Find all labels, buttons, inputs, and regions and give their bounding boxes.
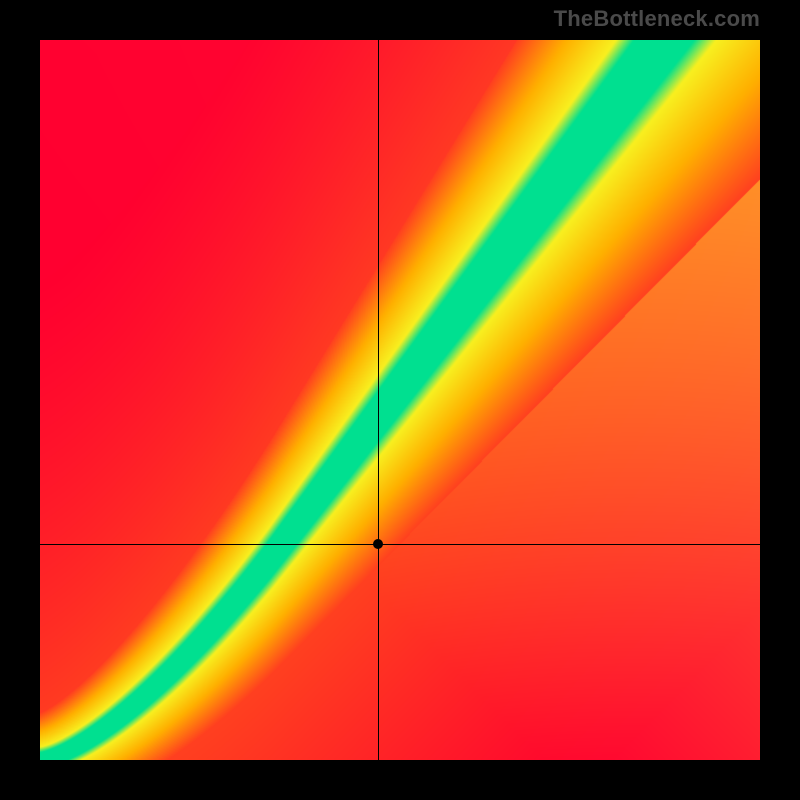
crosshair-vertical	[378, 40, 379, 760]
attribution-text: TheBottleneck.com	[554, 6, 760, 32]
crosshair-horizontal	[40, 544, 760, 545]
heatmap-canvas	[40, 40, 760, 760]
data-point-marker	[373, 539, 383, 549]
heatmap-plot	[40, 40, 760, 760]
